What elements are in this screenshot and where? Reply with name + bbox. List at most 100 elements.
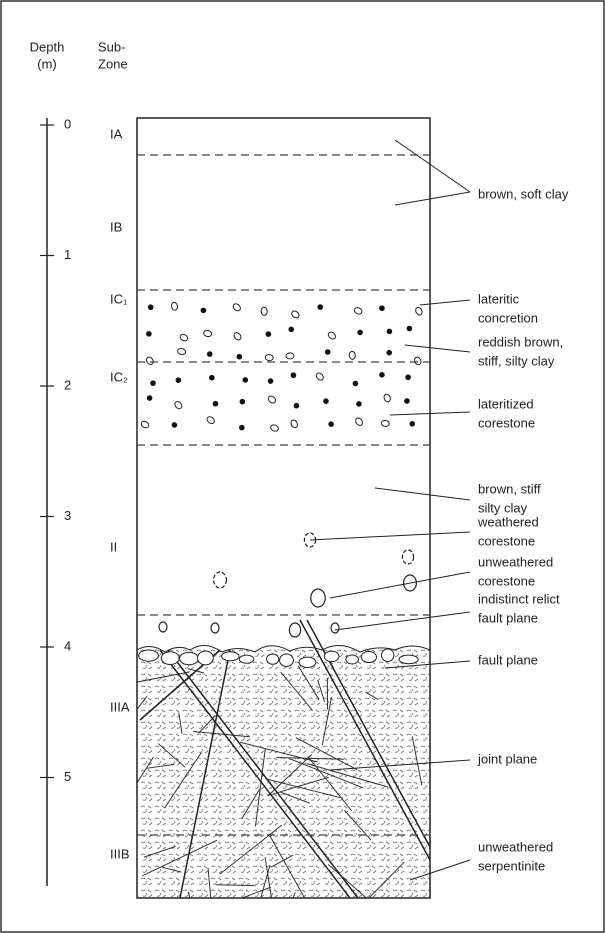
concretion: [150, 380, 156, 386]
annotation: unweathered: [478, 554, 553, 569]
small-corestone: [171, 302, 179, 311]
small-corestone: [381, 420, 390, 427]
concretion: [148, 304, 154, 310]
zone-label: IC₂: [110, 369, 128, 384]
boulder: [139, 650, 159, 661]
concretion: [176, 377, 182, 383]
subzone-header: Zone: [98, 56, 128, 71]
concretion: [172, 422, 178, 428]
concretion: [356, 401, 362, 407]
boulder: [161, 652, 179, 665]
boulder: [267, 654, 279, 664]
zone-label: IC₁: [110, 291, 128, 306]
concretion: [328, 421, 334, 427]
concretion: [266, 331, 272, 337]
concretion: [323, 398, 329, 404]
concretion: [405, 374, 411, 380]
concretion: [409, 421, 415, 427]
small-corestone: [265, 354, 274, 361]
boulder: [179, 652, 198, 664]
corestone: [331, 623, 339, 633]
page: Depth(m)Sub-Zone012345IAIBIC₁IC₂IIIIIAII…: [0, 0, 605, 933]
depth-label: 3: [64, 508, 71, 523]
small-corestone: [261, 307, 268, 315]
small-corestone: [232, 302, 242, 312]
annotation: weathered: [477, 514, 539, 529]
concretion: [291, 372, 297, 378]
annotation: unweathered: [478, 839, 553, 854]
small-corestone: [354, 417, 364, 427]
corestone: [311, 589, 325, 607]
depth-label: 1: [64, 247, 71, 262]
small-corestone: [290, 419, 299, 429]
small-corestone: [270, 424, 280, 432]
small-corestone: [349, 351, 355, 359]
concretion: [209, 375, 215, 381]
concretion: [237, 354, 243, 360]
annotation: corestone: [478, 533, 535, 548]
small-corestone: [140, 420, 150, 429]
concretion: [379, 305, 385, 311]
concretion: [146, 331, 152, 337]
annotation: joint plane: [477, 751, 537, 766]
figure: Depth(m)Sub-Zone012345IAIBIC₁IC₂IIIIIAII…: [0, 0, 605, 933]
concretion: [404, 398, 410, 404]
concretion: [353, 381, 359, 387]
small-corestone: [315, 372, 325, 382]
corestone: [402, 550, 413, 564]
small-corestone: [353, 306, 363, 315]
concretion: [147, 395, 153, 401]
small-corestone: [327, 331, 337, 341]
concretion: [379, 372, 385, 378]
annotation: silty clay: [478, 500, 528, 515]
zone-label: IA: [110, 126, 123, 141]
annotation: brown, soft clay: [478, 186, 569, 201]
annotation: fault plane: [478, 652, 538, 667]
boulder: [222, 652, 239, 661]
small-corestone: [286, 353, 294, 359]
annotation: serpentinite: [478, 858, 545, 873]
leader-line: [420, 300, 470, 305]
concretion: [240, 399, 246, 405]
depth-label: 2: [64, 377, 71, 392]
corestone: [289, 623, 300, 637]
boulder: [399, 655, 418, 664]
annotation: corestone: [478, 573, 535, 588]
boulder: [239, 655, 254, 663]
small-corestone: [173, 400, 183, 410]
concretion: [268, 378, 274, 384]
concretion: [239, 425, 245, 431]
subzone-header: Sub-: [98, 39, 125, 54]
small-corestone: [414, 306, 423, 316]
concretion: [288, 327, 294, 333]
zone-label: IB: [110, 219, 122, 234]
leader-line: [330, 572, 470, 598]
profile: [108, 620, 437, 933]
concretion: [294, 403, 300, 409]
concretion: [317, 304, 323, 310]
leader-line: [395, 140, 470, 192]
annotation: stiff, silty clay: [478, 353, 555, 368]
concretion: [242, 377, 248, 383]
annotation: lateritic: [478, 291, 520, 306]
zone-label: IIIA: [110, 699, 130, 714]
boulder: [198, 651, 214, 665]
annotation: indistinct relict: [478, 591, 560, 606]
small-corestone: [383, 393, 392, 403]
boulder: [361, 651, 376, 662]
depth-header: Depth: [30, 39, 65, 54]
corestone: [159, 622, 167, 632]
annotation: brown, stiff: [478, 481, 541, 496]
boulder: [324, 651, 339, 662]
concretion: [407, 326, 413, 332]
boulder: [381, 649, 393, 661]
small-corestone: [233, 331, 243, 341]
depth-header: (m): [37, 56, 57, 71]
annotation: lateritized: [478, 396, 534, 411]
depth-label: 0: [64, 116, 71, 131]
concretion: [207, 351, 213, 357]
concretion: [386, 350, 392, 356]
small-corestone: [203, 330, 212, 337]
small-corestone: [179, 333, 189, 342]
leader-line: [395, 192, 470, 205]
